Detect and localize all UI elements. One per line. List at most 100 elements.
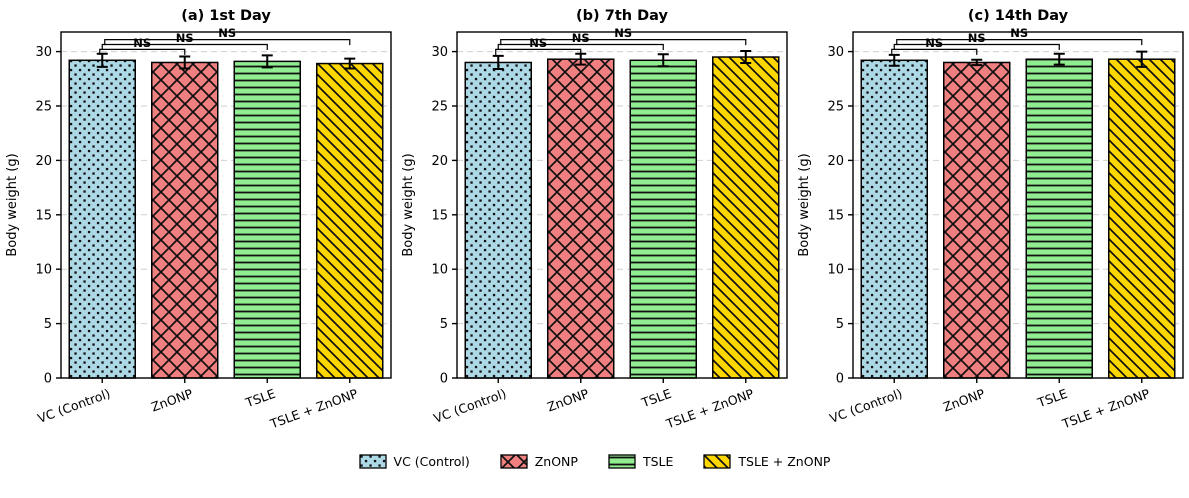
legend-swatch-horizontal-icon: [608, 454, 636, 469]
y-tick-label: 0: [439, 372, 447, 387]
chart-panels: NS NS NS 0 5 10 15 20 25 30 VC (Control) ZnONP TSLE T…: [1, 0, 1189, 452]
error-bar: [888, 53, 900, 67]
bar-tsle-znonp: [711, 56, 779, 379]
y-tick-label: 10: [35, 263, 52, 278]
ns-bracket: [103, 39, 350, 46]
x-tick-label: TSLE: [1034, 386, 1069, 411]
bar-tsle-znonp: [315, 62, 383, 379]
panel-b-chart: NS NS NS 0 5 10 15 20 25 30 VC (Control) ZnONP TSLET…: [401, 8, 788, 432]
ns-label: NS: [1010, 26, 1028, 40]
x-tick-label: VC (Control): [35, 386, 112, 426]
bar-tsle: [233, 60, 301, 379]
y-tick-label: 10: [431, 263, 448, 278]
y-tick-label: 15: [827, 208, 844, 223]
plot-border: [455, 31, 788, 379]
bar-znonp: [150, 61, 218, 379]
legend-label: TSLE: [642, 454, 674, 469]
legend-item-tsle: TSLE: [608, 454, 673, 469]
y-axis-label: Body weight (g): [797, 153, 812, 256]
ns-bracket: [101, 43, 268, 51]
panel-title: (a) 1st Day: [181, 8, 271, 24]
ns-label: NS: [967, 31, 985, 45]
legend-swatch-dots-icon: [358, 454, 387, 469]
y-axis-label: Body weight (g): [5, 153, 20, 256]
y-tick-label: 25: [35, 99, 52, 114]
y-tick-label: 0: [835, 372, 843, 387]
y-tick-label: 25: [827, 99, 844, 114]
y-tick-label: 10: [827, 263, 844, 278]
error-bar: [492, 54, 504, 70]
y-tick-label: 20: [431, 154, 448, 169]
bar-tsle-znonp: [1107, 58, 1175, 379]
bar-znonp: [546, 58, 614, 379]
ns-label: NS: [925, 36, 943, 50]
x-tick-label: VC (Control): [431, 386, 508, 426]
error-bar: [96, 52, 108, 68]
legend-item-tsle-znonp: TSLE + ZnONP: [703, 454, 830, 469]
legend-label: ZnONP: [534, 454, 578, 469]
legend-swatch-diagonal-icon: [703, 454, 732, 469]
x-tick-label: TSLE + ZnONP: [267, 386, 360, 432]
error-bar: [1135, 50, 1147, 68]
ns-bracket: [895, 39, 1142, 46]
ns-bracket: [890, 48, 977, 55]
legend-label: VC (Control): [393, 454, 470, 469]
ns-bracket: [893, 43, 1060, 51]
y-axis-label: Body weight (g): [401, 153, 416, 256]
ns-label: NS: [571, 31, 589, 45]
bar-tsle: [629, 59, 697, 379]
y-tick-label: 5: [43, 317, 51, 332]
legend: VC (Control) ZnONP TSLE TSLE + ZnONP: [358, 454, 830, 469]
legend-swatch-cross-icon: [500, 454, 528, 469]
error-bar: [178, 55, 190, 70]
x-tick-label: TSLE: [638, 386, 673, 411]
y-tick-label: 25: [431, 99, 448, 114]
x-tick-label: TSLE: [242, 386, 277, 411]
x-tick-label: TSLE + ZnONP: [1059, 386, 1152, 432]
ns-label: NS: [218, 26, 236, 40]
y-tick-label: 30: [827, 45, 844, 60]
error-bar: [343, 57, 355, 70]
panel-title: (b) 7th Day: [576, 8, 668, 24]
x-tick-label: TSLE + ZnONP: [663, 386, 756, 432]
y-tick-label: 15: [431, 208, 448, 223]
bar-tsle: [1025, 58, 1093, 379]
bar-vc-control: [68, 59, 136, 379]
ns-label: NS: [175, 31, 193, 45]
y-tick-label: 15: [35, 208, 52, 223]
error-bar: [739, 50, 751, 65]
y-tick-label: 5: [439, 317, 447, 332]
y-tick-label: 0: [43, 372, 51, 387]
x-tick-label: ZnONP: [149, 386, 195, 415]
y-tick-label: 30: [35, 45, 52, 60]
bar-vc-control: [464, 61, 532, 379]
panel-c-chart: NS NS NS 0 5 10 15 20 25 30 VC (Control) ZnONP TSLET…: [797, 8, 1184, 432]
error-bar: [657, 53, 669, 68]
ns-label: NS: [614, 26, 632, 40]
y-tick-label: 20: [827, 154, 844, 169]
bar-znonp: [942, 61, 1010, 379]
y-tick-label: 20: [35, 154, 52, 169]
panel-title: (c) 14th Day: [967, 8, 1068, 24]
ns-bracket: [499, 39, 746, 46]
y-tick-label: 5: [835, 317, 843, 332]
legend-item-znonp: ZnONP: [500, 454, 578, 469]
legend-label: TSLE + ZnONP: [738, 454, 831, 469]
ns-label: NS: [133, 36, 151, 50]
panel-a-chart: NS NS NS 0 5 10 15 20 25 30 VC (Control) ZnONP TSLET…: [5, 8, 392, 432]
x-tick-label: ZnONP: [941, 386, 987, 415]
y-tick-label: 30: [431, 45, 448, 60]
bar-vc-control: [860, 59, 928, 379]
ns-bracket: [497, 43, 664, 51]
plot-border: [851, 31, 1184, 379]
ns-label: NS: [529, 36, 547, 50]
x-tick-label: ZnONP: [545, 386, 591, 415]
error-bar: [261, 54, 273, 69]
legend-item-vc-control: VC (Control): [358, 454, 470, 469]
ns-bracket: [494, 48, 581, 55]
plot-border: [59, 31, 392, 379]
x-tick-label: VC (Control): [827, 386, 904, 426]
error-bar: [1053, 52, 1065, 66]
error-bar: [970, 58, 982, 67]
